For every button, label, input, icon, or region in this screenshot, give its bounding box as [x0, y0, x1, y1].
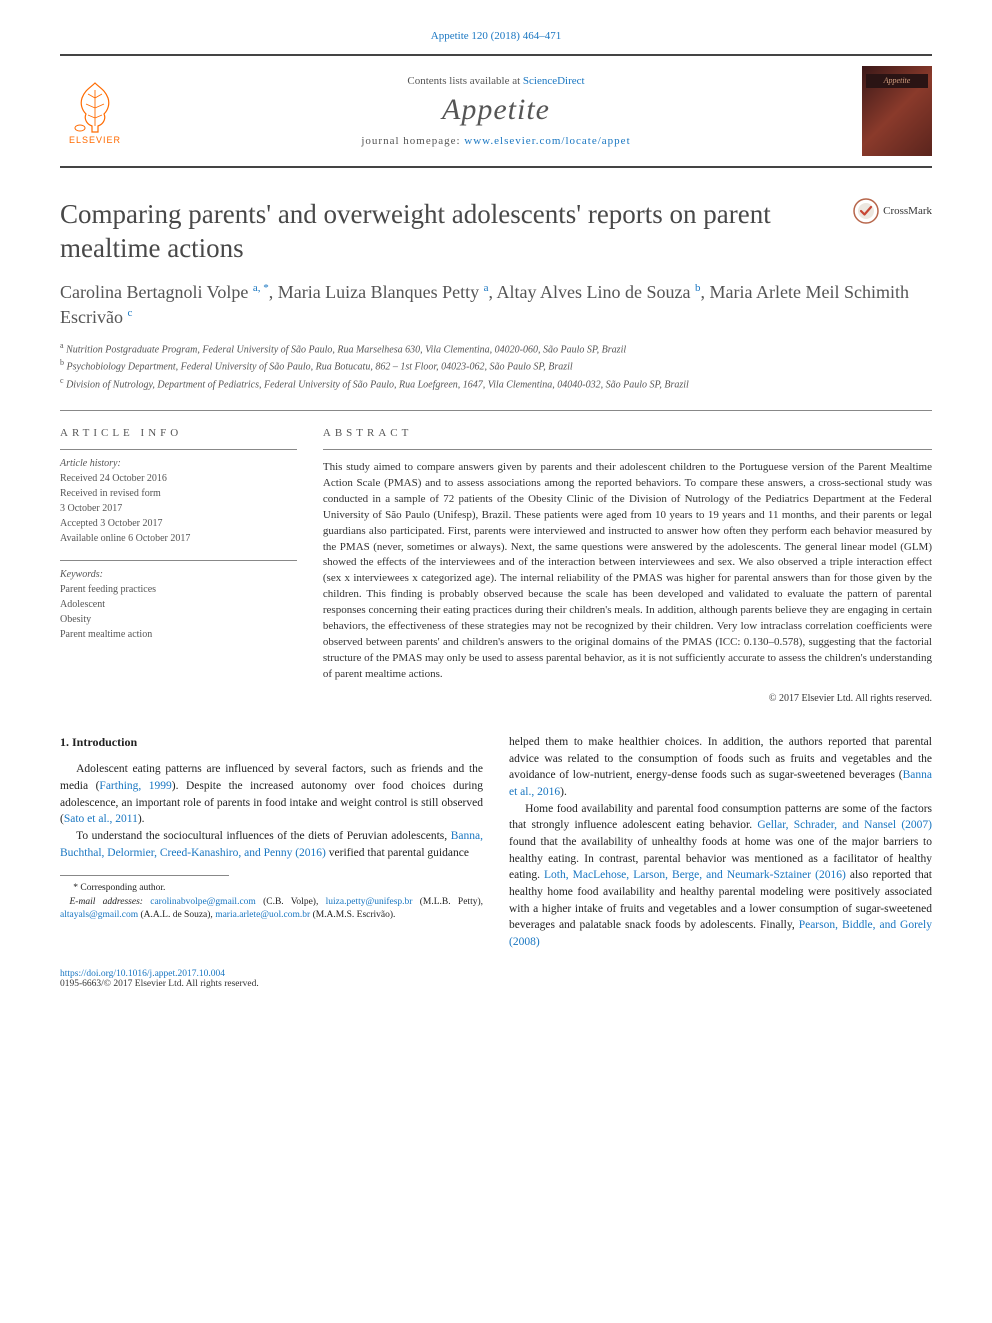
author-email-link[interactable]: carolinabvolpe@gmail.com: [150, 897, 256, 907]
citation-link[interactable]: Gellar, Schrader, and Nansel (2007): [757, 819, 932, 831]
author-email-link[interactable]: luiza.petty@unifesp.br: [326, 897, 413, 907]
body-paragraph: Adolescent eating patterns are influence…: [60, 761, 483, 828]
keyword: Parent feeding practices: [60, 582, 297, 597]
article-title: Comparing parents' and overweight adoles…: [60, 198, 833, 266]
article-history: Article history: Received 24 October 201…: [60, 449, 297, 546]
elsevier-tree-icon: [70, 78, 120, 133]
history-label: Article history:: [60, 456, 297, 471]
history-line: Available online 6 October 2017: [60, 531, 297, 546]
journal-name: Appetite: [140, 93, 852, 127]
body-paragraph: helped them to make healthier choices. I…: [509, 734, 932, 801]
abstract-text: This study aimed to compare answers give…: [323, 449, 932, 683]
citation-link[interactable]: Farthing, 1999: [99, 780, 171, 792]
footnotes: * Corresponding author. E-mail addresses…: [60, 882, 483, 922]
cover-thumb-title: Appetite: [862, 76, 932, 85]
article-info-column: ARTICLE INFO Article history: Received 2…: [60, 427, 297, 704]
body-column-left: 1. Introduction Adolescent eating patter…: [60, 734, 483, 951]
citation-link[interactable]: Loth, MacLehose, Larson, Berge, and Neum…: [544, 869, 846, 881]
section-heading-introduction: 1. Introduction: [60, 734, 483, 751]
author-email-link[interactable]: maria.arlete@uol.com.br: [215, 910, 310, 920]
footnote-separator: [60, 875, 229, 876]
journal-homepage-link[interactable]: www.elsevier.com/locate/appet: [464, 135, 630, 147]
affiliation-b: b Psychobiology Department, Federal Univ…: [60, 357, 932, 374]
keywords-block: Keywords: Parent feeding practices Adole…: [60, 560, 297, 642]
history-line: 3 October 2017: [60, 501, 297, 516]
affiliations: a Nutrition Postgraduate Program, Federa…: [60, 340, 932, 392]
crossmark-icon: [853, 198, 879, 224]
keyword: Obesity: [60, 612, 297, 627]
abstract-copyright: © 2017 Elsevier Ltd. All rights reserved…: [323, 693, 932, 704]
corresponding-author-note: * Corresponding author.: [60, 882, 483, 895]
author-email-link[interactable]: altayals@gmail.com: [60, 910, 138, 920]
body-column-right: helped them to make healthier choices. I…: [509, 734, 932, 951]
contents-available-line: Contents lists available at ScienceDirec…: [140, 75, 852, 87]
email-label: E-mail addresses:: [70, 897, 143, 907]
elsevier-logo: ELSEVIER: [60, 78, 130, 145]
body-columns: 1. Introduction Adolescent eating patter…: [60, 734, 932, 951]
abstract-heading: ABSTRACT: [323, 427, 932, 439]
journal-homepage-line: journal homepage: www.elsevier.com/locat…: [140, 135, 852, 147]
crossmark-badge[interactable]: CrossMark: [853, 198, 932, 224]
crossmark-label: CrossMark: [883, 205, 932, 217]
keywords-label: Keywords:: [60, 567, 297, 582]
keyword: Adolescent: [60, 597, 297, 612]
elsevier-wordmark: ELSEVIER: [69, 135, 121, 145]
citation-link[interactable]: Sato et al., 2011: [64, 813, 138, 825]
abstract-column: ABSTRACT This study aimed to compare ans…: [323, 427, 932, 704]
article-info-heading: ARTICLE INFO: [60, 427, 297, 439]
keyword: Parent mealtime action: [60, 627, 297, 642]
email-addresses: E-mail addresses: carolinabvolpe@gmail.c…: [60, 896, 483, 923]
history-line: Received 24 October 2016: [60, 471, 297, 486]
running-citation: Appetite 120 (2018) 464–471: [60, 30, 932, 42]
history-line: Accepted 3 October 2017: [60, 516, 297, 531]
journal-cover-thumbnail: Appetite: [862, 66, 932, 156]
affiliation-c: c Division of Nutrology, Department of P…: [60, 375, 932, 392]
sciencedirect-link[interactable]: ScienceDirect: [523, 75, 585, 87]
doi-link[interactable]: https://doi.org/10.1016/j.appet.2017.10.…: [60, 969, 225, 979]
affiliation-a: a Nutrition Postgraduate Program, Federa…: [60, 340, 932, 357]
contents-prefix: Contents lists available at: [407, 75, 522, 87]
history-line: Received in revised form: [60, 486, 297, 501]
body-paragraph: To understand the sociocultural influenc…: [60, 828, 483, 861]
doi-block: https://doi.org/10.1016/j.appet.2017.10.…: [60, 969, 932, 989]
body-paragraph: Home food availability and parental food…: [509, 801, 932, 951]
author-list: Carolina Bertagnoli Volpe a, *, Maria Lu…: [60, 280, 932, 330]
issn-copyright-line: 0195-6663/© 2017 Elsevier Ltd. All right…: [60, 979, 259, 989]
homepage-prefix: journal homepage:: [361, 135, 464, 147]
journal-banner: ELSEVIER Contents lists available at Sci…: [60, 54, 932, 168]
